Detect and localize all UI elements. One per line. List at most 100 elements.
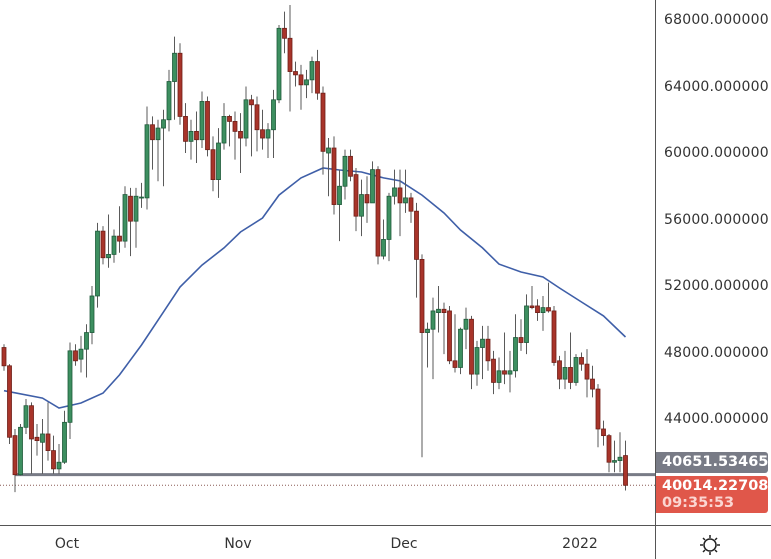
candle [419,254,425,458]
candle-body-up [403,197,408,204]
candle-body-up [540,307,546,314]
candle-body-up [309,61,315,81]
candle-body-down [579,357,584,365]
candle-body-up [62,421,67,463]
candle-body-down [447,310,452,362]
candle [73,344,78,366]
candle-body-up [144,124,150,199]
candle [447,305,452,365]
candle-body-down [546,307,551,312]
candle-body-down [183,116,188,142]
candle [337,169,342,242]
candle-body-down [397,187,403,204]
candle-body-up [359,194,364,217]
y-tick-label: 60000.000000 [664,145,769,161]
candle-body-down [128,195,133,222]
candle [623,440,628,491]
candlestick-chart[interactable] [0,0,655,525]
candle-body-down [557,360,562,380]
candle-body-up [78,348,84,360]
x-tick-label: Dec [390,536,418,552]
candle [34,423,40,456]
candle [584,349,590,398]
candle [122,186,128,248]
candle [51,435,56,474]
candle-body-down [452,360,458,368]
candle [7,364,12,444]
candle-body-down [502,370,507,375]
bar-countdown: 09:35:53 [662,495,735,511]
candle [535,299,540,321]
candle [408,192,414,223]
candle-body-down [419,259,425,333]
sun-gear-icon[interactable] [699,534,721,556]
candle-body-up [458,328,463,368]
candle [78,335,84,373]
candle [161,109,166,187]
candle-body-down [260,129,265,139]
candle [315,49,320,100]
candle [381,219,386,260]
candle-body-down [45,433,51,451]
candle [89,286,95,345]
candle-body-up [139,196,144,199]
candle [370,161,375,204]
time-axis-border [0,525,771,526]
candle [194,111,199,163]
candle-body-up [612,460,617,463]
x-tick-label: Nov [224,536,252,552]
candle-body-up [67,350,73,423]
candle [353,167,359,232]
candle [375,166,381,265]
y-tick-label: 68000.000000 [664,12,769,28]
candle-body-down [298,74,304,86]
candle [144,106,150,210]
candle [287,5,293,112]
candle [491,350,496,395]
candle [529,286,535,310]
y-tick-label: 52000.000000 [664,278,769,294]
candle [40,419,45,474]
candle-body-down [414,210,419,260]
candle-body-up [573,357,579,383]
candle-body-up [392,187,397,197]
candle-body-down [595,388,601,430]
candle-body-up [436,308,441,314]
candle-body-down [100,230,106,259]
candle-body-down [568,367,573,383]
candle-body-up [18,426,23,476]
candle [111,229,117,263]
candle-body-down [529,305,535,309]
candle-body-up [265,129,271,139]
candle [139,182,144,208]
candle [612,440,617,473]
candle [232,111,238,160]
candle-body-down [177,52,183,117]
candle [304,69,309,99]
candle [133,187,139,248]
candle [172,36,177,120]
candle-body-up [326,147,331,154]
candle [348,149,353,182]
candle [95,222,100,308]
candle [562,350,568,390]
candle-body-up [617,456,623,461]
candle-body-down [348,155,353,177]
candle-body-up [56,461,62,470]
candle-body-up [89,295,95,333]
candle-body-down [518,337,524,343]
candle-body-up [188,130,194,142]
candle [84,324,89,378]
y-tick-label: 48000.000000 [664,344,769,361]
candle [293,61,298,87]
candle [205,96,210,157]
candle [430,297,436,380]
candle-body-up [496,370,502,383]
candle [469,315,474,390]
candle [507,350,513,393]
candle-body-down [150,124,155,141]
candle-body-up [199,101,205,141]
candle-body-down [315,61,320,94]
candle [210,136,216,192]
candle [265,123,271,158]
